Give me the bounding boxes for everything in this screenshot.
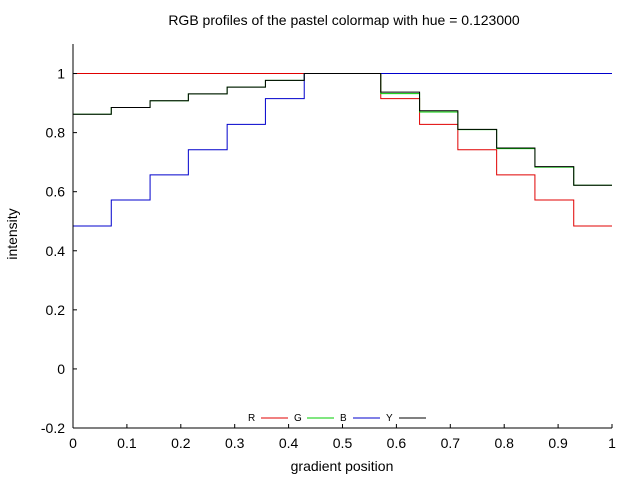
y-tick-label: 0.2 [46,302,66,318]
series-layer [73,73,612,227]
legend-label-g: G [294,413,302,424]
y-axis-label: intensity [4,208,20,259]
y-tick-label: 1 [57,66,65,82]
x-tick-label: 0.6 [387,435,407,451]
x-tick-label: 0.8 [494,435,514,451]
legend-label-r: R [248,413,255,424]
y-tick-label: -0.2 [41,420,65,436]
series-line-y [73,73,612,186]
y-tick-label: 0 [57,361,65,377]
chart-title: RGB profiles of the pastel colormap with… [168,12,520,28]
x-tick-label: 0 [69,435,77,451]
x-axis-label: gradient position [291,458,394,474]
x-tick-label: 0.7 [441,435,461,451]
series-line-g [73,73,612,186]
x-tick-label: 0.1 [117,435,137,451]
series-line-r [73,73,612,227]
x-tick-label: 0.2 [171,435,191,451]
y-tick-label: 0.4 [46,243,66,259]
axes-layer [72,44,612,429]
x-tick-label: 0.9 [548,435,568,451]
x-tick-label: 0.3 [225,435,245,451]
y-tick-label: 0.8 [46,125,66,141]
series-line-b [73,73,612,227]
x-tick-label: 0.5 [333,435,353,451]
x-tick-label: 0.4 [279,435,299,451]
y-tick-label: 0.6 [46,184,66,200]
ticks-layer: 0 0.1 0.2 0.3 0.4 0.5 0.6 0.7 0.8 0.9 1-0.200.20.4… [41,66,616,451]
legend-label-y: Y [386,413,393,424]
x-tick-label: 1 [608,435,616,451]
legend-label-b: B [340,413,347,424]
